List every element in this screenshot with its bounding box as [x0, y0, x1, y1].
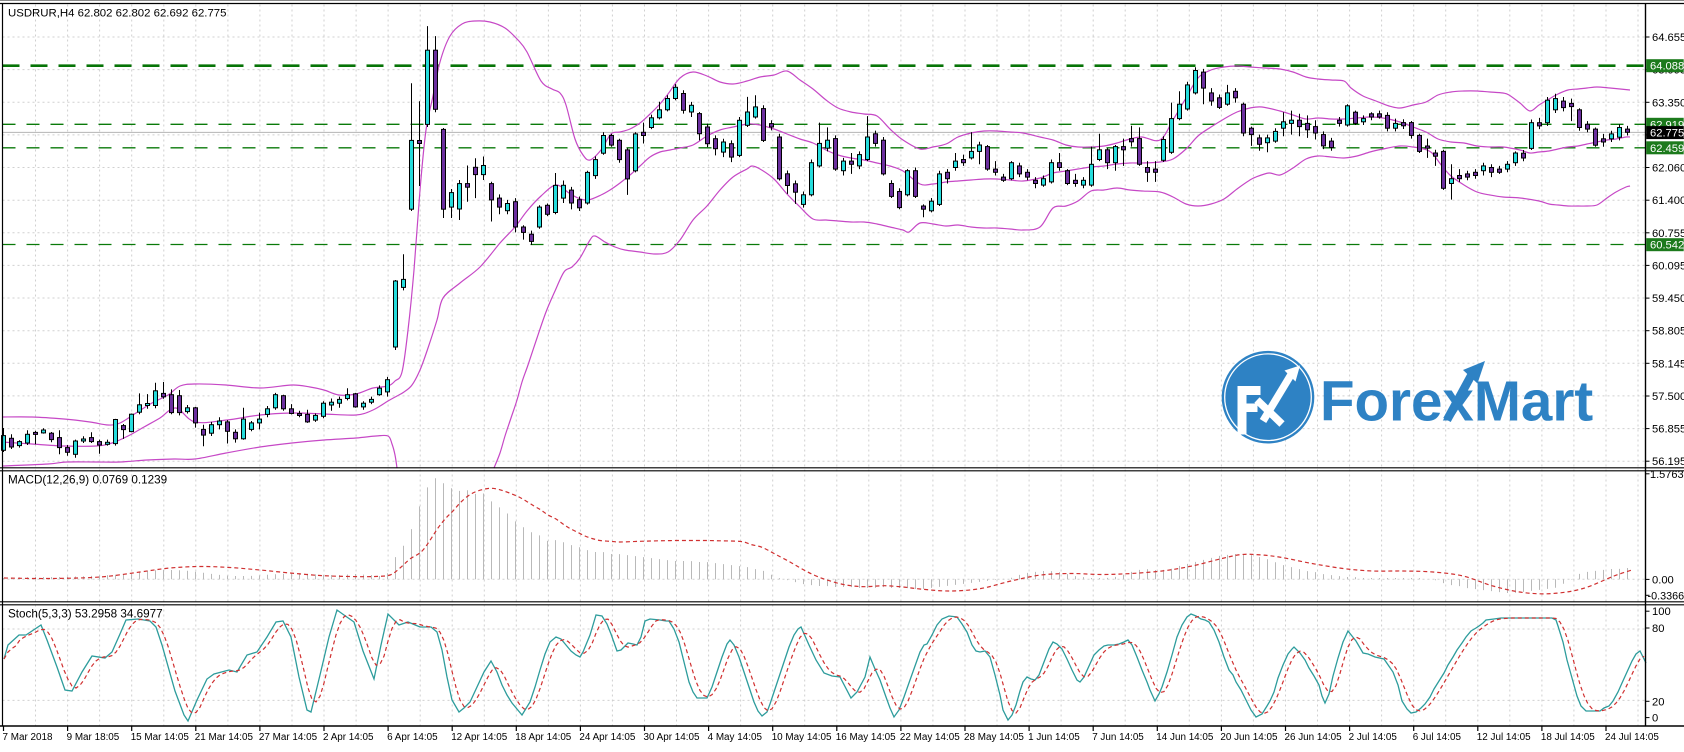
svg-text:14 Jun 14:05: 14 Jun 14:05: [1156, 732, 1214, 743]
svg-text:80: 80: [1652, 623, 1664, 635]
svg-text:MACD(12,26,9) 0.0769 0.1239: MACD(12,26,9) 0.0769 0.1239: [8, 474, 167, 487]
svg-text:61.400: 61.400: [1652, 195, 1684, 207]
svg-text:62.060: 62.060: [1652, 163, 1684, 175]
svg-text:56.195: 56.195: [1652, 456, 1684, 468]
svg-text:1.5763: 1.5763: [1650, 469, 1684, 481]
svg-text:16 May 14:05: 16 May 14:05: [836, 732, 896, 743]
svg-text:60.542: 60.542: [1650, 240, 1684, 252]
svg-text:64.655: 64.655: [1652, 32, 1684, 44]
svg-text:6 Apr 14:05: 6 Apr 14:05: [387, 732, 438, 743]
svg-text:56.855: 56.855: [1652, 424, 1684, 436]
svg-text:26 Jun 14:05: 26 Jun 14:05: [1285, 732, 1343, 743]
svg-text:21 Mar 14:05: 21 Mar 14:05: [195, 732, 254, 743]
svg-text:63.350: 63.350: [1652, 97, 1684, 109]
svg-text:18 Apr 14:05: 18 Apr 14:05: [515, 732, 572, 743]
svg-text:20 Jun 14:05: 20 Jun 14:05: [1220, 732, 1278, 743]
svg-text:60.755: 60.755: [1652, 228, 1684, 240]
svg-text:USDRUR,H4 62.802 62.802 62.69: USDRUR,H4 62.802 62.802 62.692 62.775: [8, 8, 226, 20]
svg-text:57.500: 57.500: [1652, 391, 1684, 403]
svg-text:58.805: 58.805: [1652, 326, 1684, 338]
svg-text:4 May 14:05: 4 May 14:05: [708, 732, 763, 743]
svg-text:2 Apr 14:05: 2 Apr 14:05: [323, 732, 374, 743]
svg-text:100: 100: [1652, 606, 1671, 618]
svg-text:12 Apr 14:05: 12 Apr 14:05: [451, 732, 508, 743]
svg-text:7 Mar 2018: 7 Mar 2018: [3, 732, 53, 743]
svg-text:60.095: 60.095: [1652, 260, 1684, 272]
svg-text:24 Apr 14:05: 24 Apr 14:05: [579, 732, 636, 743]
svg-text:28 May 14:05: 28 May 14:05: [964, 732, 1024, 743]
svg-text:1 Jun 14:05: 1 Jun 14:05: [1028, 732, 1080, 743]
svg-text:Stoch(5,3,3) 53.2958 34.6977: Stoch(5,3,3) 53.2958 34.6977: [8, 608, 163, 621]
svg-text:6 Jul 14:05: 6 Jul 14:05: [1413, 732, 1462, 743]
svg-text:62.459: 62.459: [1650, 143, 1684, 155]
svg-text:0: 0: [1652, 713, 1658, 725]
svg-text:58.145: 58.145: [1652, 358, 1684, 370]
svg-text:12 Jul 14:05: 12 Jul 14:05: [1477, 732, 1531, 743]
svg-text:30 Apr 14:05: 30 Apr 14:05: [644, 732, 701, 743]
svg-text:62.775: 62.775: [1650, 128, 1684, 140]
svg-text:18 Jul 14:05: 18 Jul 14:05: [1541, 732, 1595, 743]
svg-text:9 Mar 18:05: 9 Mar 18:05: [67, 732, 120, 743]
svg-text:10 May 14:05: 10 May 14:05: [772, 732, 832, 743]
svg-text:15 Mar 14:05: 15 Mar 14:05: [131, 732, 190, 743]
svg-text:2 Jul 14:05: 2 Jul 14:05: [1349, 732, 1398, 743]
svg-text:27 Mar 14:05: 27 Mar 14:05: [259, 732, 318, 743]
svg-text:22 May 14:05: 22 May 14:05: [900, 732, 960, 743]
svg-text:-0.3366: -0.3366: [1648, 590, 1684, 602]
svg-text:7 Jun 14:05: 7 Jun 14:05: [1092, 732, 1144, 743]
svg-text:64.088: 64.088: [1650, 61, 1684, 73]
svg-text:20: 20: [1652, 696, 1664, 708]
svg-text:59.450: 59.450: [1652, 293, 1684, 305]
svg-text:0.00: 0.00: [1652, 574, 1674, 586]
svg-text:24 Jul 14:05: 24 Jul 14:05: [1605, 732, 1659, 743]
